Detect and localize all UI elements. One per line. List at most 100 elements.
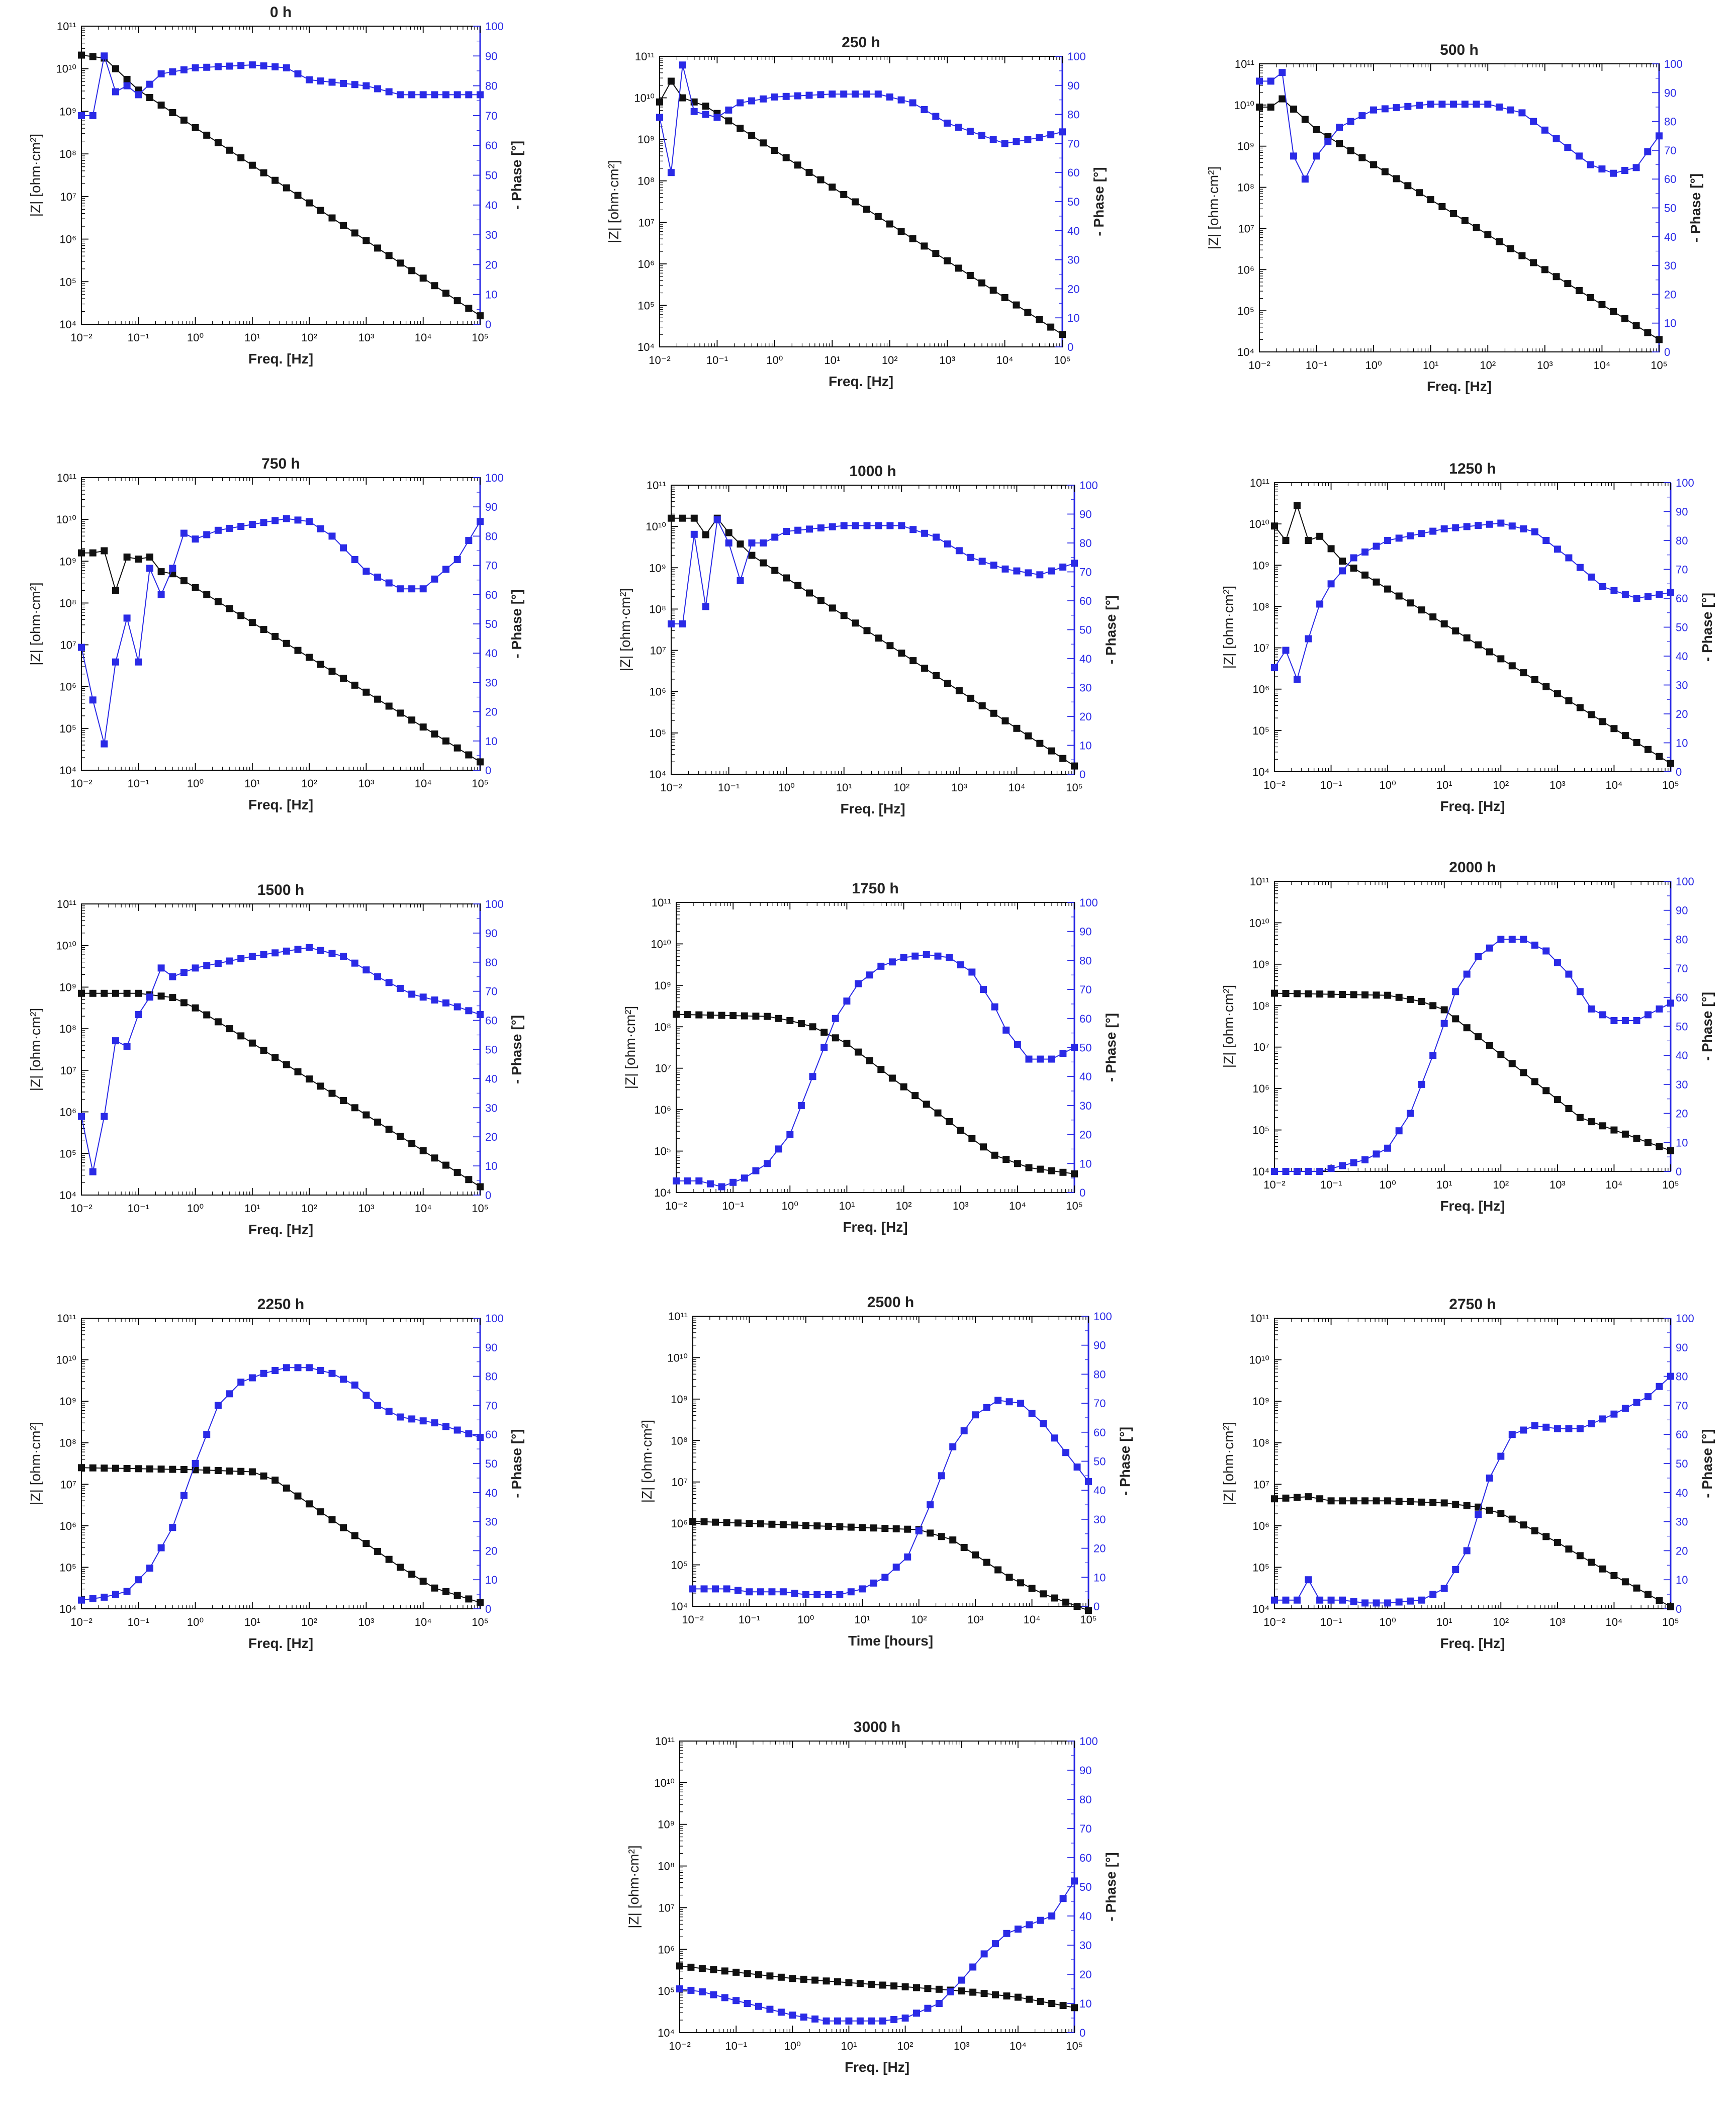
phase-point bbox=[465, 91, 473, 99]
y2-tick-label: 0 bbox=[1664, 346, 1670, 358]
y-axis-label: |Z| [ohm·cm²] bbox=[28, 1422, 43, 1505]
y-tick-label: 10⁷ bbox=[655, 1062, 671, 1075]
impedance-point bbox=[890, 1982, 898, 1990]
phase-point bbox=[477, 1011, 484, 1018]
impedance-point bbox=[1339, 1497, 1346, 1505]
y-tick-label: 10¹¹ bbox=[57, 1312, 76, 1325]
impedance-point bbox=[1530, 259, 1537, 266]
phase-point bbox=[271, 1367, 279, 1374]
impedance-point bbox=[180, 1466, 188, 1473]
impedance-point bbox=[226, 605, 233, 612]
x-tick-label: 10³ bbox=[1537, 359, 1553, 372]
y2-axis-label: - Phase [°] bbox=[509, 141, 524, 210]
x-tick-label: 10⁰ bbox=[1379, 1178, 1396, 1191]
phase-point bbox=[1014, 1041, 1021, 1048]
x-tick-label: 10⁻¹ bbox=[128, 1202, 149, 1215]
phase-point bbox=[89, 696, 97, 704]
impedance-point bbox=[351, 1104, 358, 1112]
phase-point bbox=[1588, 1420, 1595, 1427]
chart-title: 1000 h bbox=[849, 463, 896, 480]
phase-point bbox=[752, 1167, 760, 1174]
phase-point bbox=[1324, 138, 1332, 145]
impedance-point bbox=[791, 1521, 798, 1529]
phase-point bbox=[1373, 1150, 1380, 1158]
impedance-point bbox=[932, 250, 940, 257]
x-tick-label: 10⁵ bbox=[472, 1202, 489, 1215]
phase-point bbox=[328, 78, 336, 86]
phase-point bbox=[135, 658, 142, 666]
phase-point bbox=[946, 954, 953, 961]
phase-point bbox=[698, 1988, 706, 1995]
phase-point bbox=[1531, 941, 1538, 949]
impedance-point bbox=[886, 642, 894, 650]
y-tick-label: 10¹¹ bbox=[57, 20, 76, 33]
impedance-point bbox=[656, 98, 663, 106]
impedance-point bbox=[1496, 238, 1503, 245]
impedance-point bbox=[146, 554, 153, 561]
y2-tick-label: 70 bbox=[1676, 564, 1688, 576]
y2-tick-label: 30 bbox=[1676, 1078, 1688, 1091]
phase-point bbox=[934, 952, 942, 960]
phase-point bbox=[1350, 1159, 1357, 1166]
y2-tick-label: 100 bbox=[1093, 1310, 1112, 1323]
impedance-point bbox=[1452, 627, 1459, 634]
impedance-point bbox=[1294, 502, 1301, 509]
impedance-point bbox=[794, 582, 802, 589]
impedance-point bbox=[465, 1595, 473, 1603]
impedance-point bbox=[834, 1978, 841, 1985]
phase-point bbox=[927, 1501, 934, 1509]
y2-tick-label: 20 bbox=[1067, 283, 1079, 295]
y2-tick-label: 20 bbox=[1676, 708, 1688, 720]
phase-point bbox=[786, 1131, 794, 1138]
impedance-point bbox=[1542, 683, 1550, 690]
impedance-point bbox=[1085, 1607, 1092, 1614]
impedance-point bbox=[1656, 753, 1663, 760]
impedance-point bbox=[1552, 273, 1560, 281]
phase-point bbox=[226, 957, 233, 965]
phase-point bbox=[968, 968, 976, 976]
y-tick-label: 10¹¹ bbox=[635, 50, 655, 63]
impedance-point bbox=[1305, 990, 1312, 997]
phase-point bbox=[1440, 525, 1448, 532]
x-axis-label: Freq. [Hz] bbox=[248, 1635, 313, 1651]
x-tick-label: 10⁰ bbox=[187, 1616, 204, 1628]
x-tick-label: 10⁰ bbox=[187, 777, 204, 790]
phase-point bbox=[1256, 77, 1263, 85]
impedance-point bbox=[1576, 704, 1584, 711]
impedance-point bbox=[1497, 1510, 1505, 1517]
phase-point bbox=[226, 524, 233, 532]
phase-point bbox=[1599, 1011, 1606, 1019]
impedance-point bbox=[949, 1536, 957, 1544]
y-tick-label: 10¹⁰ bbox=[1234, 99, 1254, 112]
phase-point bbox=[863, 90, 870, 98]
phase-point bbox=[260, 62, 267, 70]
impedance-point bbox=[1316, 990, 1324, 998]
phase-point bbox=[1565, 970, 1573, 978]
y-tick-label: 10⁵ bbox=[671, 1559, 688, 1572]
phase-point bbox=[112, 88, 119, 96]
impedance-point bbox=[385, 702, 393, 710]
impedance-point bbox=[1271, 522, 1278, 530]
impedance-point bbox=[1271, 1495, 1278, 1503]
impedance-point bbox=[1013, 724, 1021, 732]
phase-point bbox=[1632, 164, 1640, 171]
y-tick-label: 10⁹ bbox=[658, 1818, 675, 1831]
x-tick-label: 10³ bbox=[954, 2040, 970, 2052]
impedance-point bbox=[802, 1522, 809, 1529]
impedance-point bbox=[317, 661, 324, 668]
phase-point bbox=[237, 1379, 245, 1386]
impedance-point bbox=[1014, 1993, 1022, 2001]
x-tick-label: 10⁵ bbox=[1651, 359, 1668, 372]
impedance-point bbox=[1025, 732, 1032, 740]
phase-series bbox=[689, 1397, 1092, 1598]
impedance-series bbox=[1256, 95, 1663, 343]
phase-point bbox=[351, 81, 358, 88]
phase-point bbox=[1416, 102, 1423, 109]
impedance-point bbox=[431, 1584, 438, 1592]
impedance-point bbox=[214, 1467, 222, 1474]
impedance-point bbox=[1531, 1527, 1538, 1534]
impedance-point bbox=[843, 1040, 851, 1047]
impedance-point bbox=[248, 1039, 256, 1047]
impedance-point bbox=[89, 1464, 97, 1472]
phase-point bbox=[294, 516, 302, 524]
